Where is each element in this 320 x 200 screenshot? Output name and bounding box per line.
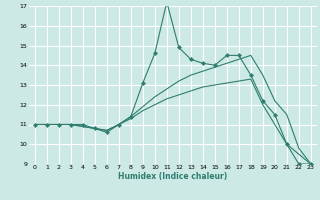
X-axis label: Humidex (Indice chaleur): Humidex (Indice chaleur)	[118, 172, 228, 181]
